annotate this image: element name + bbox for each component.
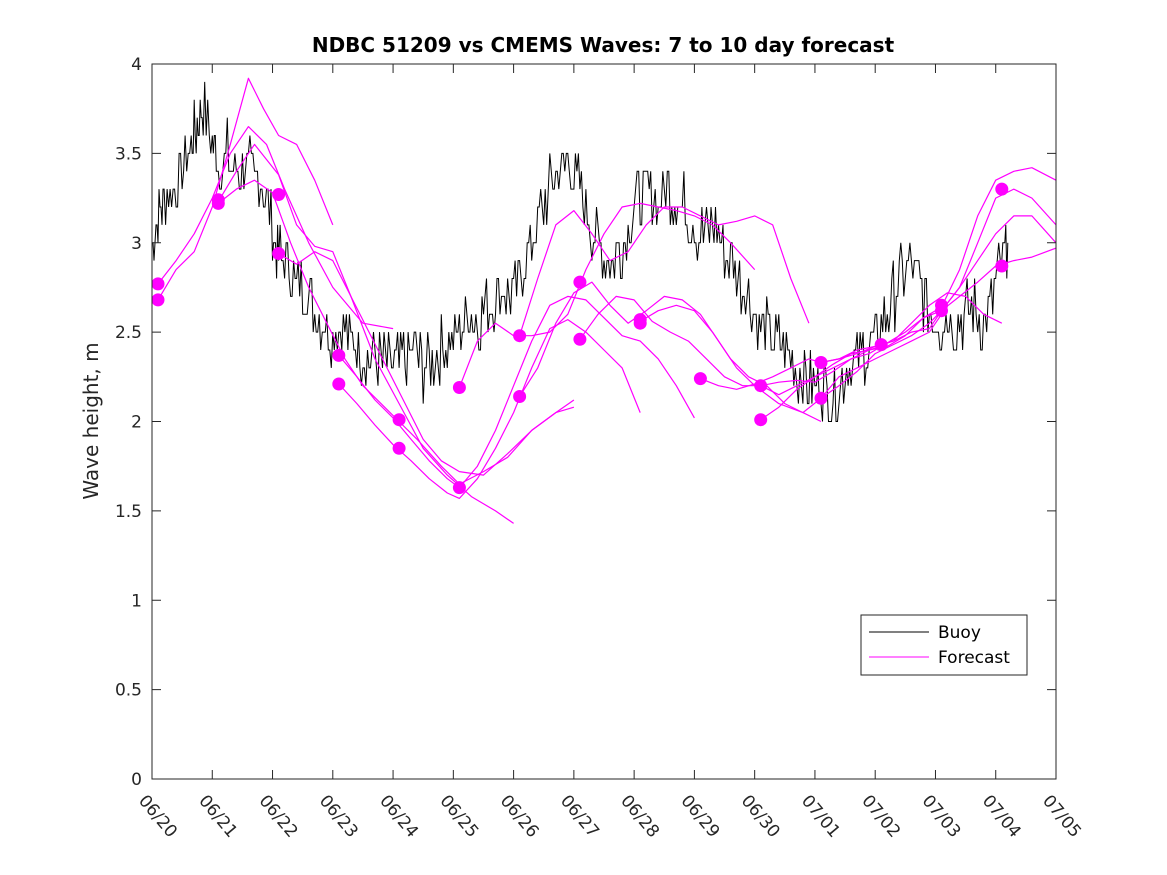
forecast-marker bbox=[452, 481, 466, 495]
y-tick-label: 3 bbox=[131, 234, 142, 254]
forecast-marker bbox=[814, 356, 828, 369]
forecast-marker bbox=[151, 293, 165, 307]
legend: Buoy Forecast bbox=[860, 614, 1028, 676]
forecast-marker bbox=[573, 332, 587, 346]
forecast-marker bbox=[874, 338, 888, 352]
forecast-series-line-17 bbox=[820, 247, 1056, 399]
forecast-series-line-1 bbox=[157, 77, 334, 301]
legend-label-buoy: Buoy bbox=[938, 623, 981, 643]
forecast-marker bbox=[573, 275, 587, 289]
forecast-series-line-11 bbox=[579, 295, 888, 396]
forecast-marker bbox=[633, 316, 647, 330]
forecast-marker bbox=[392, 441, 406, 455]
legend-label-forecast: Forecast bbox=[938, 648, 1010, 668]
forecast-marker bbox=[392, 413, 406, 427]
y-tick-label: 4 bbox=[131, 55, 142, 75]
forecast-marker bbox=[995, 182, 1009, 196]
forecast-marker bbox=[935, 298, 948, 312]
forecast-marker bbox=[272, 247, 286, 260]
y-tick-label: 1.5 bbox=[115, 502, 142, 522]
forecast-marker bbox=[754, 379, 768, 393]
y-tick-label: 0 bbox=[131, 770, 142, 790]
y-tick-label: 1 bbox=[131, 591, 142, 611]
forecast-series-line-13 bbox=[700, 292, 1003, 390]
forecast-series-line-10 bbox=[519, 206, 810, 336]
forecast-marker bbox=[272, 188, 286, 201]
y-axis-label: Wave height, m bbox=[79, 342, 103, 499]
y-tick-label: 3.5 bbox=[115, 144, 142, 164]
y-tick-label: 0.5 bbox=[115, 681, 142, 701]
forecast-marker bbox=[693, 372, 707, 386]
forecast-marker bbox=[332, 377, 346, 391]
buoy-series-line bbox=[152, 81, 1009, 422]
forecast-marker bbox=[151, 277, 165, 291]
forecast-marker bbox=[513, 329, 527, 343]
legend-box bbox=[860, 614, 1028, 676]
y-tick-label: 2.5 bbox=[115, 323, 142, 343]
y-tick-label: 2 bbox=[131, 413, 142, 433]
forecast-marker bbox=[332, 348, 346, 362]
forecast-marker bbox=[211, 193, 225, 207]
forecast-series-line-16 bbox=[820, 215, 1056, 364]
forecast-series-line-2 bbox=[157, 126, 394, 330]
forecast-marker bbox=[513, 390, 527, 403]
forecast-series-line-7 bbox=[338, 319, 641, 499]
forecast-marker bbox=[452, 381, 466, 394]
forecast-series-line-12 bbox=[639, 304, 942, 414]
forecast-marker bbox=[814, 391, 828, 405]
forecast-marker bbox=[754, 413, 768, 427]
forecast-series-line-5 bbox=[278, 251, 575, 476]
forecast-marker bbox=[995, 259, 1009, 273]
chart-title: NDBC 51209 vs CMEMS Waves: 7 to 10 day f… bbox=[312, 33, 895, 57]
forecast-series-line-8 bbox=[458, 202, 756, 388]
